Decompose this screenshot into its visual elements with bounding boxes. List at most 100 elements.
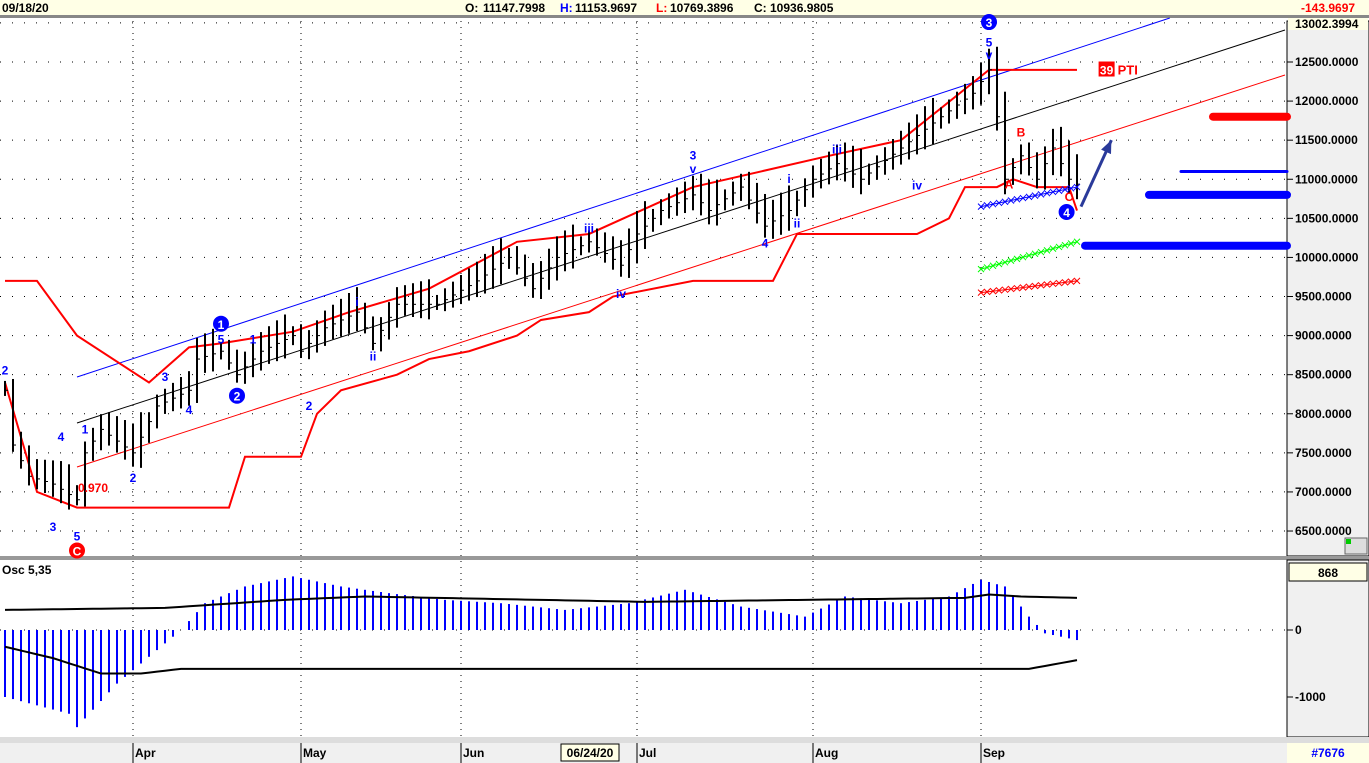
wave-label: A — [1005, 178, 1014, 192]
blue-x-mark — [1055, 187, 1063, 195]
red-x-mark — [989, 287, 997, 295]
cursor-date: 06/24/20 — [567, 746, 614, 760]
footer-id-box — [1287, 743, 1369, 763]
header-date: 09/18/20 — [2, 1, 49, 15]
wave-label: 5 — [74, 529, 81, 543]
red-x-mark — [1025, 283, 1033, 291]
green-x-mark — [977, 265, 985, 273]
wave-label: 5 — [218, 332, 225, 346]
blue-x-mark — [1001, 198, 1009, 206]
price-tick-label: 9000.0000 — [1295, 329, 1352, 343]
wave-label: iv — [912, 178, 922, 192]
red-channel-line — [76, 74, 1286, 468]
blue-x-mark — [995, 199, 1003, 207]
blue-x-mark — [1073, 183, 1081, 191]
blue-x-mark — [977, 203, 985, 210]
blue-x-mark — [1043, 189, 1051, 197]
wave-label: iv — [616, 287, 626, 301]
wave-label: iii — [832, 142, 842, 156]
blue-x-mark — [1031, 192, 1039, 199]
high-label: H: — [560, 1, 573, 15]
month-label: Jul — [639, 746, 656, 760]
wave-label: 2 — [234, 390, 241, 404]
wave-label: 4 — [186, 403, 193, 417]
blue-x-mark — [1061, 186, 1069, 193]
green-x-mark — [1043, 246, 1051, 254]
price-tick-label: 6500.0000 — [1295, 524, 1352, 538]
wave-circle — [69, 542, 85, 559]
change-value: -143.9697 — [1301, 1, 1356, 15]
green-x-mark — [1037, 248, 1045, 256]
red-x-mark — [977, 289, 985, 296]
low-label: L: — [656, 1, 668, 15]
price-tick-label: 11500.0000 — [1295, 133, 1358, 147]
green-x-mark — [983, 264, 991, 271]
open-value: 11147.7998 — [483, 1, 546, 15]
wave-label: 1 — [218, 318, 225, 332]
green-x-mark — [1007, 257, 1015, 264]
footer-id: #7676 — [1311, 746, 1345, 760]
wave-circle — [981, 14, 997, 31]
upper-stop-line — [5, 68, 1077, 384]
osc-upper-line — [4, 593, 1078, 611]
pti-label: PTI — [1118, 63, 1138, 78]
wave-label: 2 — [130, 471, 137, 485]
wave-circle — [1058, 203, 1075, 220]
wave-circle — [213, 315, 229, 332]
time-axis[interactable] — [0, 743, 1287, 763]
wave-circle — [229, 387, 245, 404]
green-x-mark — [1055, 243, 1063, 251]
wave-label: v — [986, 48, 993, 62]
green-x-mark — [1061, 241, 1069, 249]
blue-x-mark — [983, 202, 991, 209]
red-x-mark — [1037, 281, 1045, 289]
wave-label: i — [787, 172, 790, 186]
price-axis[interactable] — [1286, 20, 1369, 557]
wave-label: 4 — [58, 430, 65, 444]
arrow-head-icon — [1101, 140, 1112, 155]
price-tick-label: 10500.0000 — [1295, 211, 1359, 225]
blue-channel-line — [76, 17, 1170, 378]
osc-title: Osc 5,35 — [2, 563, 52, 577]
wave-label: 3 — [986, 16, 993, 30]
wave-label: 2 — [2, 364, 9, 378]
price-tick-label: 11000.0000 — [1295, 172, 1358, 186]
cursor-date-box — [560, 743, 620, 762]
red-x-mark — [1055, 279, 1063, 287]
blue-x-mark — [1037, 191, 1045, 198]
close-value: 10936.9805 — [770, 1, 834, 15]
month-label: Jun — [463, 746, 484, 760]
green-x-mark — [1049, 245, 1057, 252]
wave-label: 4 — [1063, 206, 1070, 220]
red-x-mark — [1031, 282, 1039, 290]
price-tick-label: 8500.0000 — [1295, 368, 1352, 382]
green-x-mark — [1001, 258, 1009, 266]
red-x-mark — [1073, 277, 1081, 285]
wave-label: v — [690, 162, 697, 176]
green-x-mark — [1019, 253, 1027, 261]
osc-lower-line — [4, 645, 1078, 675]
red-x-mark — [1001, 286, 1009, 294]
price-tick-label: 9500.0000 — [1295, 290, 1352, 304]
price-tick-label: 7000.0000 — [1295, 485, 1352, 499]
blue-x-mark — [989, 200, 997, 208]
blue-x-mark — [1067, 184, 1075, 192]
red-x-mark — [1007, 285, 1015, 293]
red-x-mark — [983, 288, 991, 296]
red-x-mark — [1061, 278, 1069, 286]
wave-label: 0.970 — [78, 481, 108, 495]
wave-label: 1 — [250, 332, 257, 346]
blue-x-mark — [1049, 188, 1057, 196]
month-label: Aug — [815, 746, 838, 760]
blue-x-mark — [1019, 194, 1027, 202]
osc-value-box: 868 — [1318, 566, 1338, 580]
low-value: 10769.3896 — [670, 1, 734, 15]
wave-label: iii — [584, 221, 594, 235]
osc-axis[interactable] — [1286, 559, 1369, 738]
wave-label: 3 — [50, 520, 57, 534]
red-x-mark — [1019, 284, 1027, 291]
price-tick-label: 7500.0000 — [1295, 446, 1352, 460]
green-x-mark — [1067, 240, 1075, 247]
wave-label: 3 — [690, 149, 697, 163]
